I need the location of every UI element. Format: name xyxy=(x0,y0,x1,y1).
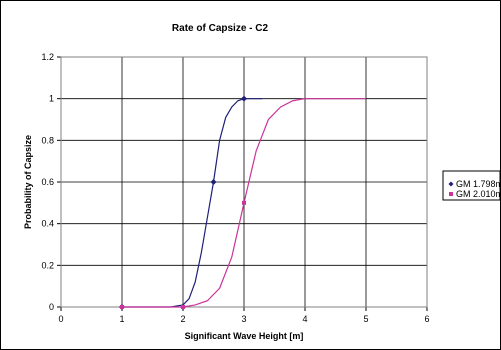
y-tick-label: 1.2 xyxy=(41,52,54,62)
series-layer xyxy=(119,95,366,310)
x-tick-label: 3 xyxy=(241,314,246,324)
legend-label-series-2: GM 2.010m xyxy=(456,189,501,199)
legend: GM 1.798m GM 2.010m xyxy=(442,170,501,201)
data-point-series-2 xyxy=(242,200,246,205)
y-tick-label: 0.2 xyxy=(41,260,54,270)
x-tick-label: 4 xyxy=(302,314,307,324)
x-tick-label: 1 xyxy=(119,314,124,324)
y-axis-title: Probability of Capsize xyxy=(23,135,33,229)
legend-diamond-icon xyxy=(448,181,454,187)
data-point-series-1 xyxy=(210,179,217,185)
x-tick-label: 2 xyxy=(180,314,185,324)
x-tick-label: 0 xyxy=(58,314,63,324)
y-tick-label: 1 xyxy=(49,94,54,104)
data-point-series-2 xyxy=(181,305,185,309)
data-point-series-2 xyxy=(120,305,124,309)
y-tick-label: 0.8 xyxy=(41,135,54,145)
x-tick-label: 5 xyxy=(363,314,368,324)
legend-label-series-1: GM 1.798m xyxy=(456,179,501,189)
tick-labels: 0 0.2 0.4 0.6 0.8 1 1.2 0 1 2 3 4 5 6 xyxy=(41,52,429,324)
y-tick-label: 0.4 xyxy=(41,219,54,229)
series-line-2 xyxy=(122,98,366,308)
data-point-series-1 xyxy=(241,95,247,102)
x-axis-title: Significant Wave Height [m] xyxy=(185,331,304,341)
legend-square-icon xyxy=(449,192,453,196)
chart-title: Rate of Capsize - C2 xyxy=(172,23,269,34)
plot-border xyxy=(60,56,428,308)
y-tick-label: 0.6 xyxy=(41,177,54,187)
y-tick-label: 0 xyxy=(49,302,54,312)
x-tick-label: 6 xyxy=(424,314,429,324)
